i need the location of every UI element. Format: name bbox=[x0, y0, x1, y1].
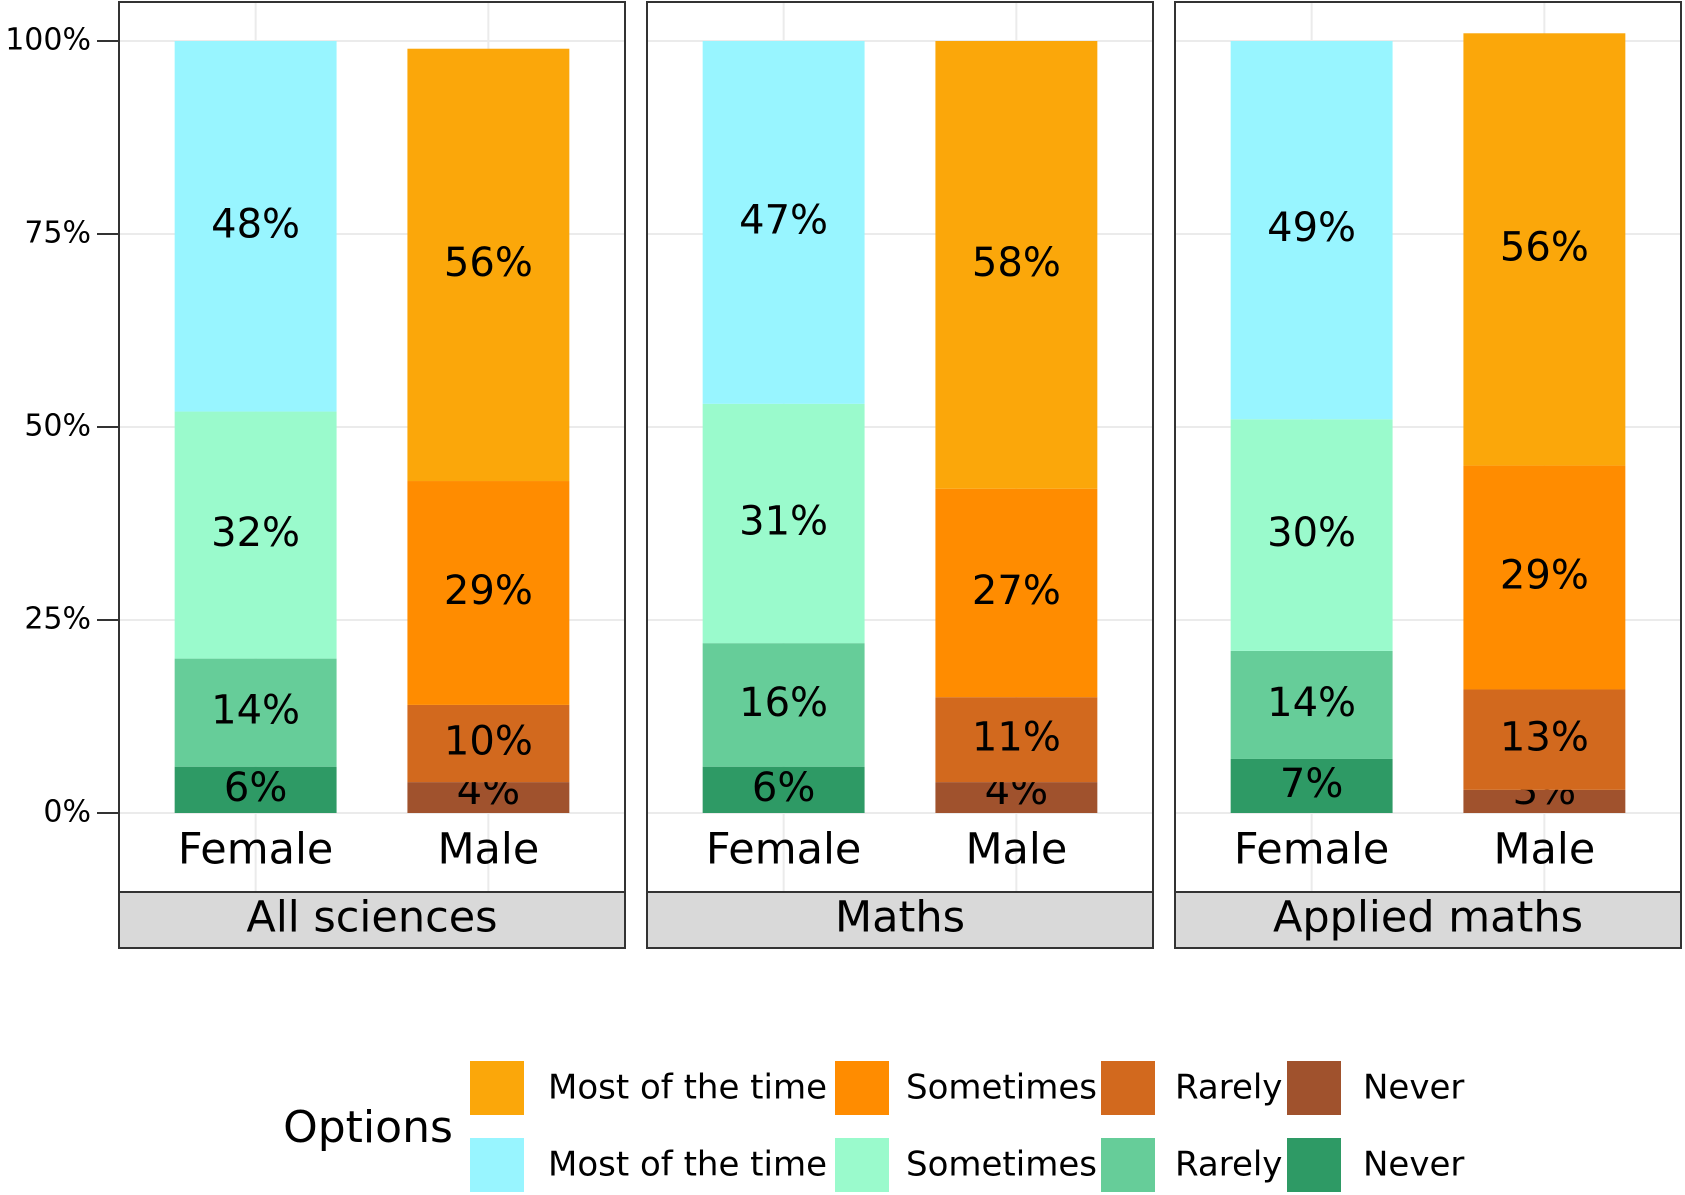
data-label: 10% bbox=[444, 719, 533, 765]
legend-label: Sometimes bbox=[906, 1145, 1097, 1185]
bar-segment bbox=[174, 41, 337, 412]
strip-label: All sciences bbox=[246, 893, 497, 943]
bar-segment bbox=[1463, 789, 1626, 813]
bar-segment bbox=[174, 411, 337, 659]
bar-segment bbox=[1230, 758, 1393, 813]
bar-segment bbox=[407, 481, 570, 705]
x-tick-label: Female bbox=[706, 825, 861, 875]
legend-key bbox=[470, 1061, 524, 1115]
bar-segment bbox=[174, 766, 337, 813]
strip-label: Maths bbox=[835, 893, 965, 943]
y-tick-label: 50% bbox=[24, 409, 91, 444]
data-label: 30% bbox=[1267, 510, 1356, 556]
y-tick-label: 75% bbox=[24, 216, 91, 251]
data-label: 14% bbox=[1267, 680, 1356, 726]
data-label: 14% bbox=[211, 688, 300, 734]
bar-segment bbox=[407, 782, 570, 813]
legend-key bbox=[1287, 1061, 1341, 1115]
data-label: 58% bbox=[972, 240, 1061, 286]
bar-segment bbox=[1230, 41, 1393, 420]
bar-segment bbox=[407, 48, 570, 482]
bar-segment bbox=[407, 704, 570, 783]
x-tick-label: Female bbox=[178, 825, 333, 875]
data-label: 7% bbox=[1280, 761, 1343, 807]
bar-segment bbox=[1463, 33, 1626, 466]
y-tick-label: 100% bbox=[5, 23, 91, 58]
legend-label: Rarely bbox=[1175, 1068, 1282, 1108]
data-label: 29% bbox=[1500, 553, 1589, 599]
bar-segment bbox=[935, 488, 1098, 698]
strip bbox=[1174, 891, 1682, 949]
legend-key bbox=[835, 1061, 889, 1115]
bar-segment bbox=[1230, 650, 1393, 759]
data-label: 56% bbox=[444, 240, 533, 286]
data-label: 6% bbox=[224, 765, 287, 811]
data-label: 48% bbox=[211, 201, 300, 247]
bar-segment bbox=[1230, 419, 1393, 651]
x-tick-label: Male bbox=[1493, 825, 1595, 875]
legend-key bbox=[1287, 1138, 1341, 1192]
data-label: 32% bbox=[211, 510, 300, 556]
x-tick-label: Male bbox=[437, 825, 539, 875]
legend-key bbox=[1101, 1061, 1155, 1115]
strip bbox=[646, 891, 1154, 949]
bar-segment bbox=[935, 41, 1098, 489]
legend-key bbox=[835, 1138, 889, 1192]
bar-segment bbox=[702, 403, 865, 644]
data-label: 6% bbox=[752, 765, 815, 811]
bar-segment bbox=[702, 41, 865, 404]
legend-label: Most of the time bbox=[548, 1068, 827, 1108]
legend-title: Options bbox=[283, 1102, 453, 1153]
data-label: 31% bbox=[739, 499, 828, 545]
data-label: 56% bbox=[1500, 224, 1589, 270]
bar-segment bbox=[1463, 465, 1626, 690]
legend-key bbox=[1101, 1138, 1155, 1192]
strip bbox=[118, 891, 626, 949]
bar-segment bbox=[1463, 689, 1626, 790]
y-tick-label: 25% bbox=[24, 602, 91, 637]
x-tick-label: Male bbox=[965, 825, 1067, 875]
data-label: 27% bbox=[972, 568, 1061, 614]
x-tick-label: Female bbox=[1234, 825, 1389, 875]
legend-label: Most of the time bbox=[548, 1145, 827, 1185]
bar-segment bbox=[935, 697, 1098, 783]
data-label: 13% bbox=[1500, 715, 1589, 761]
bar-segment bbox=[935, 782, 1098, 813]
legend-label: Rarely bbox=[1175, 1145, 1282, 1185]
data-label: 47% bbox=[739, 197, 828, 243]
data-label: 29% bbox=[444, 568, 533, 614]
strip-label: Applied maths bbox=[1273, 893, 1583, 943]
bar-segment bbox=[174, 658, 337, 767]
legend-label: Never bbox=[1363, 1145, 1464, 1185]
y-tick-label: 0% bbox=[43, 795, 91, 830]
legend-label: Never bbox=[1363, 1068, 1464, 1108]
bar-segment bbox=[702, 766, 865, 813]
legend-label: Sometimes bbox=[906, 1068, 1097, 1108]
bar-segment bbox=[702, 643, 865, 767]
data-label: 16% bbox=[739, 680, 828, 726]
data-label: 49% bbox=[1267, 205, 1356, 251]
legend-key bbox=[470, 1138, 524, 1192]
data-label: 11% bbox=[972, 715, 1061, 761]
